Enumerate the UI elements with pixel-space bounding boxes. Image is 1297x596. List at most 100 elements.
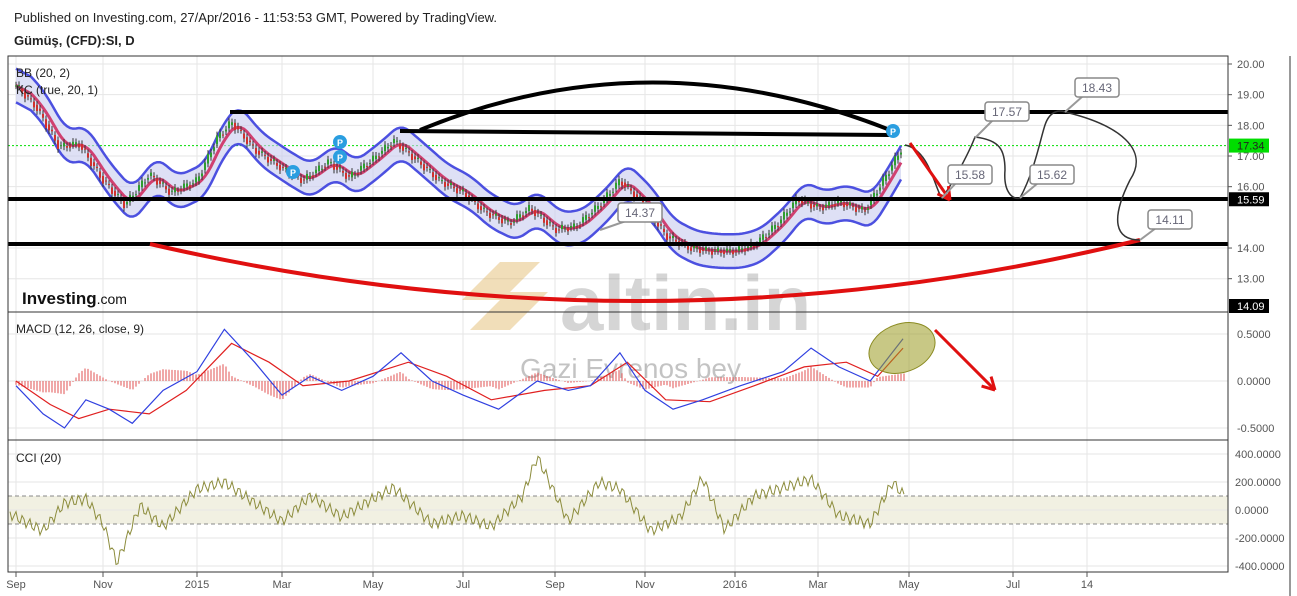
candle — [183, 183, 185, 189]
candle — [453, 186, 455, 189]
pivot-marker-icon — [333, 135, 347, 149]
candle — [813, 205, 815, 208]
projection-path[interactable] — [904, 110, 1141, 241]
candle — [423, 164, 425, 171]
cci-line — [9, 455, 905, 566]
x-tick-label: Nov — [635, 579, 655, 591]
candle — [582, 217, 584, 223]
callout-pointer — [974, 119, 994, 139]
candle — [15, 85, 17, 87]
candle — [666, 233, 668, 241]
callout-label: 15.62 — [1037, 168, 1067, 182]
candle — [300, 177, 302, 183]
candle — [561, 224, 563, 230]
candle — [606, 192, 608, 200]
trend-line[interactable] — [399, 129, 891, 137]
candle — [234, 122, 236, 131]
candle — [135, 194, 137, 196]
candle — [807, 202, 809, 204]
red-arrow-macd-head[interactable] — [981, 384, 996, 392]
candle — [747, 246, 749, 248]
candle — [279, 164, 281, 171]
candle — [354, 174, 356, 176]
candle — [147, 178, 149, 180]
candle — [321, 168, 323, 170]
candle — [858, 208, 860, 210]
callout-label: 14.11 — [1155, 213, 1184, 227]
candle — [630, 188, 632, 191]
candle — [462, 189, 464, 192]
candle — [285, 167, 287, 169]
candle — [192, 183, 194, 185]
red-arrow-macd[interactable] — [933, 328, 997, 392]
candle — [318, 165, 320, 172]
candle — [687, 245, 689, 250]
candle — [810, 203, 812, 209]
candle — [474, 200, 476, 202]
cci-tick-label: 400.0000 — [1235, 449, 1281, 461]
callout-box[interactable] — [1029, 164, 1075, 185]
candle — [93, 162, 95, 167]
candle — [213, 147, 215, 151]
bollinger-upper — [15, 67, 903, 236]
candle — [528, 205, 530, 211]
candle — [585, 215, 587, 220]
candle — [306, 173, 308, 180]
candle — [381, 150, 383, 154]
callout-box[interactable] — [617, 202, 663, 223]
candle — [744, 248, 746, 252]
x-tick-label: 14 — [1081, 579, 1093, 591]
candle — [78, 144, 80, 148]
candle — [231, 122, 233, 126]
candle — [570, 226, 572, 228]
red-arrow-macd-head[interactable] — [989, 376, 997, 391]
candle — [204, 162, 206, 170]
red-arrow-price[interactable] — [908, 142, 952, 201]
candle — [249, 140, 251, 143]
candle — [360, 165, 362, 171]
candle — [867, 208, 869, 210]
candle — [336, 166, 338, 170]
arc-support[interactable] — [149, 238, 1141, 303]
price-label-bg — [1229, 138, 1269, 153]
callout-box[interactable] — [1147, 209, 1193, 230]
callout-box[interactable] — [947, 164, 993, 185]
candle — [402, 146, 404, 151]
candle — [159, 181, 161, 184]
candle — [342, 170, 344, 173]
candle — [303, 179, 305, 181]
candle — [207, 153, 209, 164]
signal-line — [15, 342, 904, 420]
x-tick-label: May — [899, 579, 920, 591]
candle — [261, 151, 263, 153]
callout-box[interactable] — [984, 101, 1030, 122]
candle — [378, 156, 380, 158]
price-tick-label: 14.00 — [1237, 243, 1265, 255]
highlight-ellipse[interactable] — [862, 314, 942, 382]
candle — [771, 225, 773, 232]
macd-tick-label: 0.0000 — [1237, 376, 1271, 388]
arc-resistance[interactable] — [419, 80, 891, 132]
candle — [246, 137, 248, 144]
price-label-bg — [1229, 192, 1269, 207]
candle — [165, 186, 167, 190]
candle — [519, 214, 521, 218]
candle — [177, 190, 179, 192]
candle — [540, 214, 542, 216]
x-tick-label: Mar — [273, 579, 292, 591]
candle — [663, 228, 665, 232]
callout-box[interactable] — [1074, 77, 1120, 98]
candle — [54, 134, 56, 141]
candle — [114, 190, 116, 196]
candle — [327, 159, 329, 165]
candle — [714, 250, 716, 252]
candle — [864, 210, 866, 212]
pivot-marker-label: P — [337, 153, 343, 163]
candle — [225, 129, 227, 132]
candle — [81, 144, 83, 150]
candle — [444, 181, 446, 187]
candle — [879, 187, 881, 191]
red-arrow-price-head[interactable] — [946, 185, 952, 201]
